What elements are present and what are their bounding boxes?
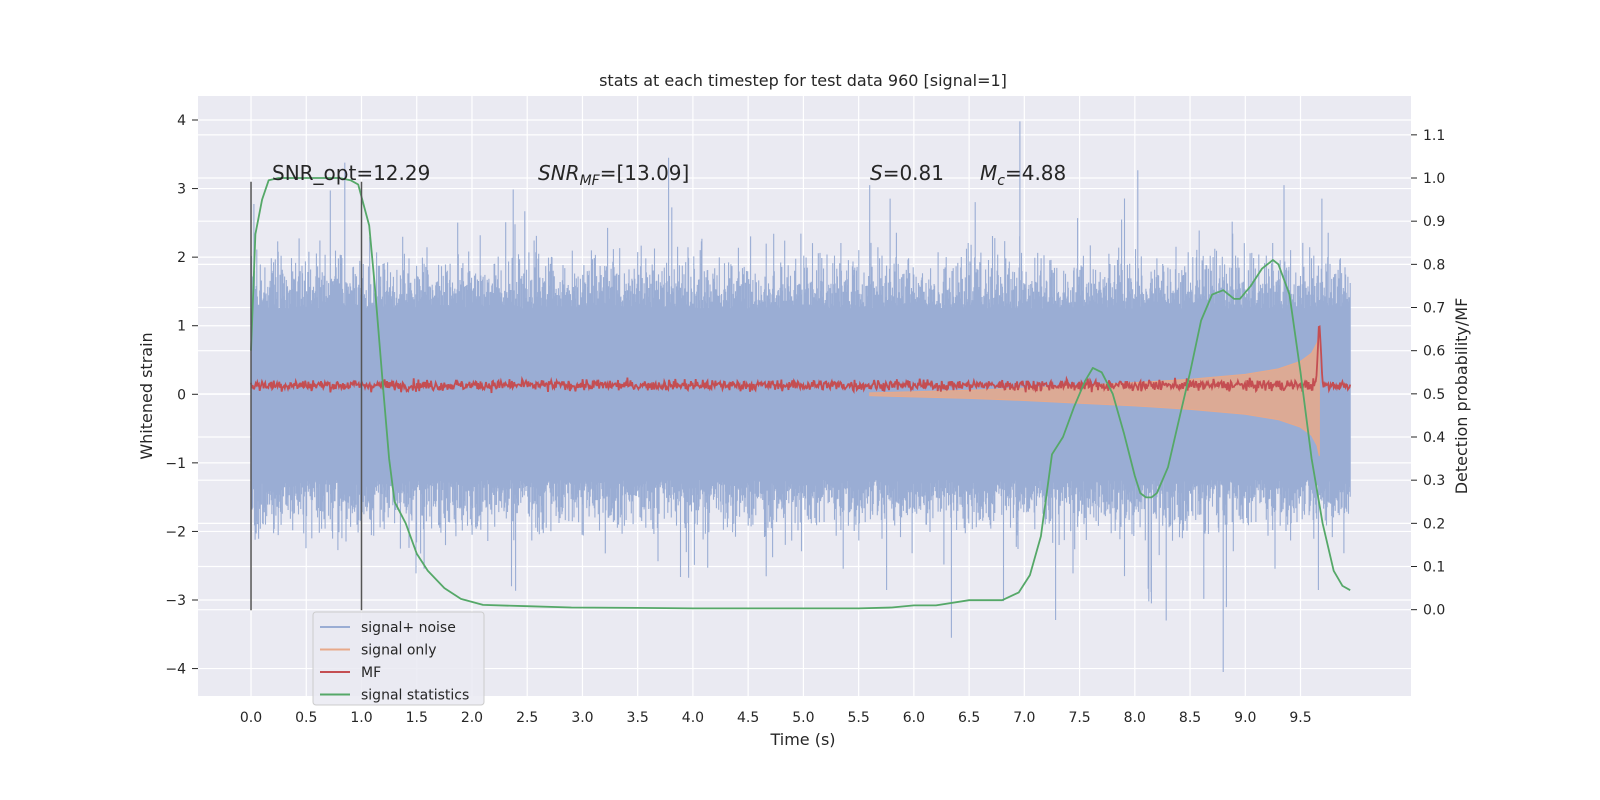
- y-tick-label: 3: [177, 182, 186, 198]
- y-right-tick-label: 0.7: [1423, 301, 1445, 317]
- s-value: =0.81: [883, 161, 944, 185]
- y-right-tick-label: 0.5: [1423, 387, 1445, 403]
- legend-label: MF: [361, 665, 381, 681]
- mc-label: M: [980, 161, 997, 185]
- x-tick-label: 3.5: [627, 710, 649, 726]
- y-tick-labels: 4 3 2 1 0 −1 −2 −3 −4: [165, 113, 198, 678]
- y-tick-label: −3: [165, 593, 186, 609]
- x-tick-labels: 0.0 0.5 1.0 1.5 2.0 2.5 3.0 3.5 4.0 4.5 5.0 5.5 6.0 6…: [240, 710, 1312, 726]
- mc-value: =4.88: [1005, 161, 1066, 185]
- annotations: SNR_opt=12.29 SNRMF=[13.09] S=0.81 Mc=4.…: [272, 161, 1066, 189]
- chart-title: stats at each timestep for test data 960…: [599, 71, 1007, 90]
- y-right-tick-label: 0.6: [1423, 344, 1445, 360]
- x-tick-label: 9.5: [1289, 710, 1311, 726]
- snr-mf-sub: MF: [580, 173, 601, 189]
- x-axis-label: Time (s): [769, 730, 835, 749]
- y-tick-label: 1: [177, 319, 186, 335]
- x-tick-label: 7.0: [1013, 710, 1035, 726]
- annotation-snr-mf: SNRMF=[13.09]: [538, 161, 689, 189]
- y-tick-label: −2: [165, 524, 186, 540]
- x-tick-label: 5.0: [792, 710, 814, 726]
- y-right-tick-label: 1.1: [1423, 128, 1445, 144]
- x-tick-label: 8.5: [1179, 710, 1201, 726]
- y-tick-label: −4: [165, 662, 186, 678]
- x-tick-label: 6.5: [958, 710, 980, 726]
- x-tick-label: 9.0: [1234, 710, 1256, 726]
- x-tick-label: 2.0: [461, 710, 483, 726]
- x-tick-label: 7.5: [1068, 710, 1090, 726]
- snr-mf-value: =[13.09]: [600, 161, 690, 185]
- x-tick-label: 4.0: [682, 710, 704, 726]
- legend-label: signal only: [361, 643, 436, 659]
- snr-mf-label: SNR: [538, 161, 580, 185]
- y-tick-label: −1: [165, 456, 186, 472]
- y-right-tick-label: 0.3: [1423, 473, 1445, 489]
- legend-label: signal+ noise: [361, 620, 456, 636]
- x-tick-label: 3.0: [571, 710, 593, 726]
- y-right-axis-label: Detection probability/MF: [1452, 298, 1471, 495]
- legend-box: [312, 611, 485, 706]
- y-tick-label: 4: [177, 113, 186, 129]
- x-tick-label: 0.5: [295, 710, 317, 726]
- x-tick-label: 5.5: [847, 710, 869, 726]
- vertical-markers: [250, 181, 363, 611]
- y-right-tick-label: 0.2: [1423, 516, 1445, 532]
- x-tick-label: 2.5: [516, 710, 538, 726]
- x-tick-label: 1.5: [406, 710, 428, 726]
- legend: signal+ noise signal only MF signal statist…: [312, 611, 485, 706]
- s-label: S: [870, 161, 883, 185]
- series-signal-statistics: [250, 177, 1351, 610]
- series-layer: [250, 121, 1352, 672]
- x-tick-label: 6.0: [903, 710, 925, 726]
- annotation-mc: Mc=4.88: [980, 161, 1066, 189]
- x-tick-label: 8.0: [1124, 710, 1146, 726]
- y-right-tick-labels: 1.1 1.0 0.9 0.8 0.7 0.6 0.5 0.4 0.3 0.2 0.1 0.0: [1411, 128, 1445, 619]
- y-right-tick-label: 0.8: [1423, 257, 1445, 273]
- y-tick-label: 0: [177, 387, 186, 403]
- y-tick-label: 2: [177, 250, 186, 266]
- y-right-tick-label: 1.0: [1423, 171, 1445, 187]
- series-mf: [250, 325, 1352, 395]
- x-tick-label: 1.0: [350, 710, 372, 726]
- mc-sub: c: [997, 173, 1005, 189]
- x-tick-label: 0.0: [240, 710, 262, 726]
- annotation-s: S=0.81: [870, 161, 944, 185]
- y-right-tick-label: 0.4: [1423, 430, 1445, 446]
- y-right-tick-label: 0.0: [1423, 603, 1445, 619]
- y-right-tick-label: 0.1: [1423, 560, 1445, 576]
- legend-label: signal statistics: [361, 688, 469, 704]
- x-tick-label: 4.5: [737, 710, 759, 726]
- y-axis-label: Whitened strain: [137, 332, 156, 459]
- annotation-snr-opt: SNR_opt=12.29: [272, 161, 430, 185]
- y-right-tick-label: 0.9: [1423, 214, 1445, 230]
